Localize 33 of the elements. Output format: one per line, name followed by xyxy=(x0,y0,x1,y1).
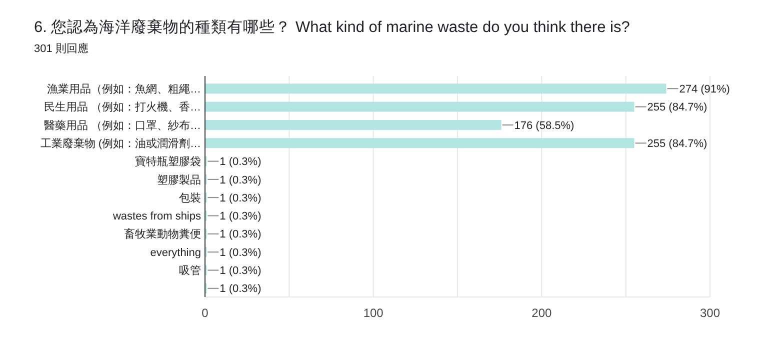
bar xyxy=(205,138,634,148)
x-tick-label: 200 xyxy=(532,306,552,320)
data-label: 176 (58.5%) xyxy=(514,120,574,132)
x-tick-label: 0 xyxy=(202,306,209,320)
data-label: 1 (0.3%) xyxy=(220,192,262,204)
y-tick-label: 工業廢棄物 (例如：油或潤滑劑… xyxy=(40,136,201,150)
data-label: 1 (0.3%) xyxy=(220,210,262,223)
x-tick-label: 100 xyxy=(363,306,384,320)
data-label: 1 (0.3%) xyxy=(220,156,262,168)
data-label: 255 (84.7%) xyxy=(647,138,708,150)
bar xyxy=(205,120,502,130)
data-label: 1 (0.3%) xyxy=(220,246,262,259)
bar xyxy=(205,102,634,112)
y-tick-label: 寶特瓶塑膠袋 xyxy=(135,155,201,168)
data-label: 1 (0.3%) xyxy=(220,265,262,278)
y-tick-label: 醫藥用品 （例如：口罩、紗布… xyxy=(44,118,201,132)
data-label: 1 (0.3%) xyxy=(220,228,262,241)
y-tick-label: 民生用品 （例如：打火機、香… xyxy=(44,100,201,114)
y-tick-label: 塑膠製品 xyxy=(157,173,201,186)
y-tick-label: everything xyxy=(150,246,201,259)
y-tick-label: 畜牧業動物糞便 xyxy=(124,228,201,241)
y-tick-label: 吸管 xyxy=(179,265,201,278)
data-label: 274 (91%) xyxy=(679,83,730,96)
y-tick-label: wastes from ships xyxy=(112,210,202,223)
data-label: 255 (84.7%) xyxy=(647,102,708,114)
text: 301 則回應 xyxy=(34,42,88,55)
data-label: 1 (0.3%) xyxy=(220,174,262,186)
data-label: 1 (0.3%) xyxy=(220,283,262,296)
y-tick-label: 包裝 xyxy=(179,191,201,204)
x-tick-label: 300 xyxy=(700,306,720,320)
bar xyxy=(205,84,666,94)
y-tick-label: 漁業用品（例如：魚網、粗繩… xyxy=(47,83,201,96)
chart-title: 6. 您認為海洋廢棄物的種類有哪些？ What kind of marine waste do you think there is? xyxy=(34,18,630,36)
